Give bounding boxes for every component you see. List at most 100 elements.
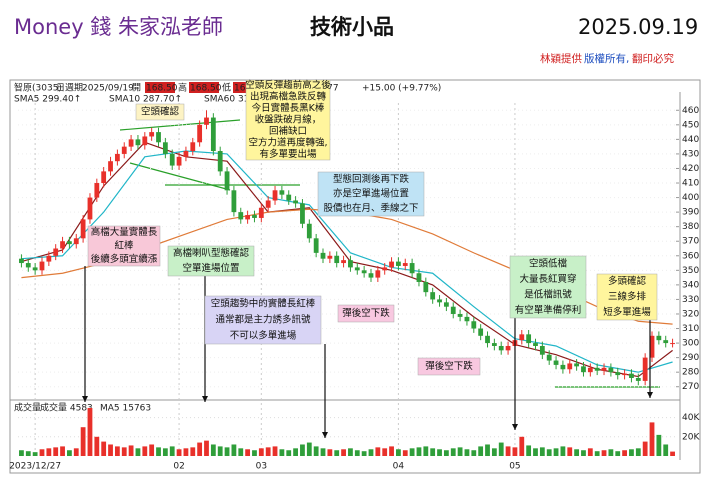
annotation-box xyxy=(204,295,322,345)
volume-bar xyxy=(94,436,100,456)
candle-body xyxy=(87,197,93,220)
candle-body xyxy=(272,190,278,201)
candle-body xyxy=(396,261,401,266)
volume-bar xyxy=(156,447,161,456)
info-text: 168.50 xyxy=(190,84,222,94)
candle-body xyxy=(608,367,614,373)
volume-bar xyxy=(464,449,470,456)
candle-body xyxy=(101,171,107,184)
candle-body xyxy=(327,255,333,259)
candle-body xyxy=(409,263,415,274)
candle-body xyxy=(498,345,504,351)
volume-bar xyxy=(457,447,463,456)
candle-body xyxy=(162,142,168,154)
annotation-text: 空單進場位置 xyxy=(182,262,239,274)
y-tick-label: 270 xyxy=(682,382,699,392)
candle-body xyxy=(341,260,346,264)
candle-body xyxy=(629,373,634,378)
candle-body xyxy=(553,360,559,365)
annotation-text: 有多單要出場 xyxy=(259,148,317,160)
volume-bar xyxy=(670,451,675,456)
info-text: +15.00 (+9.77%) xyxy=(362,84,441,94)
volume-bar xyxy=(25,451,31,456)
y-tick-label: 440 xyxy=(682,135,699,145)
volume-bar xyxy=(574,449,580,456)
candle-body xyxy=(142,136,148,146)
annotation-text: 短多單進場 xyxy=(603,306,651,318)
candle-body xyxy=(354,267,360,271)
annotation-text: 彈後空下跌 xyxy=(425,360,473,372)
annotation-text: 亦是空單進場位置 xyxy=(333,188,409,200)
volume-bar xyxy=(334,450,340,456)
volume-bar xyxy=(348,448,353,456)
candle-body xyxy=(39,261,45,271)
candle-body xyxy=(519,334,525,341)
volume-legend: 成交量 4583 xyxy=(40,402,93,414)
annotation-box xyxy=(337,304,395,323)
x-tick-label: 05 xyxy=(509,462,520,472)
candle-body xyxy=(663,340,669,344)
volume-bar xyxy=(327,449,333,456)
candle-body xyxy=(546,354,552,361)
candle-body xyxy=(279,190,285,195)
candle-body xyxy=(245,215,251,220)
candle-body xyxy=(224,171,230,191)
y-tick-label: 460 xyxy=(682,106,699,116)
volume-bar xyxy=(361,451,367,456)
info-text: 智原(3035) xyxy=(14,82,62,94)
candle-body xyxy=(649,335,655,358)
candle-body xyxy=(533,343,538,346)
candle-body xyxy=(656,335,662,341)
y-tick-label: 320 xyxy=(682,309,699,319)
candle-body xyxy=(375,270,381,278)
annotation-text: 高檔喇叭型態確認 xyxy=(173,247,250,259)
volume-bar xyxy=(546,449,552,456)
y-tick-label: 280 xyxy=(682,368,699,378)
volume-bar xyxy=(149,444,155,456)
volume-bar xyxy=(615,451,621,456)
y-tick-label: 300 xyxy=(682,339,699,349)
trend-line xyxy=(119,119,241,131)
candle-body xyxy=(505,345,511,351)
candle-body xyxy=(635,377,641,381)
candle-body xyxy=(121,146,127,154)
volume-bar xyxy=(258,448,264,456)
volume-bar xyxy=(300,444,305,456)
candle-body xyxy=(25,263,31,268)
volume-bar xyxy=(60,446,65,456)
candle-body xyxy=(642,357,648,381)
volume-bar xyxy=(183,448,189,456)
volume-bar xyxy=(204,440,209,456)
candle-body xyxy=(348,260,353,268)
volume-bar xyxy=(450,448,456,456)
chart-frame xyxy=(9,79,701,474)
candle-body xyxy=(368,273,374,278)
candle-body xyxy=(60,241,65,249)
volume-bar xyxy=(382,448,388,456)
volume-bar xyxy=(135,448,141,456)
annotation-box xyxy=(596,273,658,321)
volume-bar xyxy=(32,452,38,456)
annotation-box xyxy=(317,171,425,217)
volume-legend: MA5 15763 xyxy=(100,404,151,414)
y-tick-label: 310 xyxy=(682,324,699,334)
arrow-head xyxy=(82,396,88,402)
candle-body xyxy=(622,373,627,376)
volume-bar xyxy=(396,449,401,456)
candle-body xyxy=(560,364,566,370)
volume-bar xyxy=(485,444,490,456)
candle-body xyxy=(53,248,59,256)
candle-body xyxy=(443,302,449,307)
volume-bar xyxy=(142,446,148,456)
candle-body xyxy=(574,363,580,367)
copyright: 林穎提供 xyxy=(540,52,582,65)
candle-body xyxy=(149,132,155,137)
candle-body xyxy=(601,367,607,371)
candle-body xyxy=(594,367,600,371)
y-tick-label: 410 xyxy=(682,179,699,189)
annotation-text: 空頭確認 xyxy=(141,106,180,118)
volume-bar xyxy=(663,444,669,456)
candle-body xyxy=(382,267,388,271)
volume-bar xyxy=(46,448,52,456)
